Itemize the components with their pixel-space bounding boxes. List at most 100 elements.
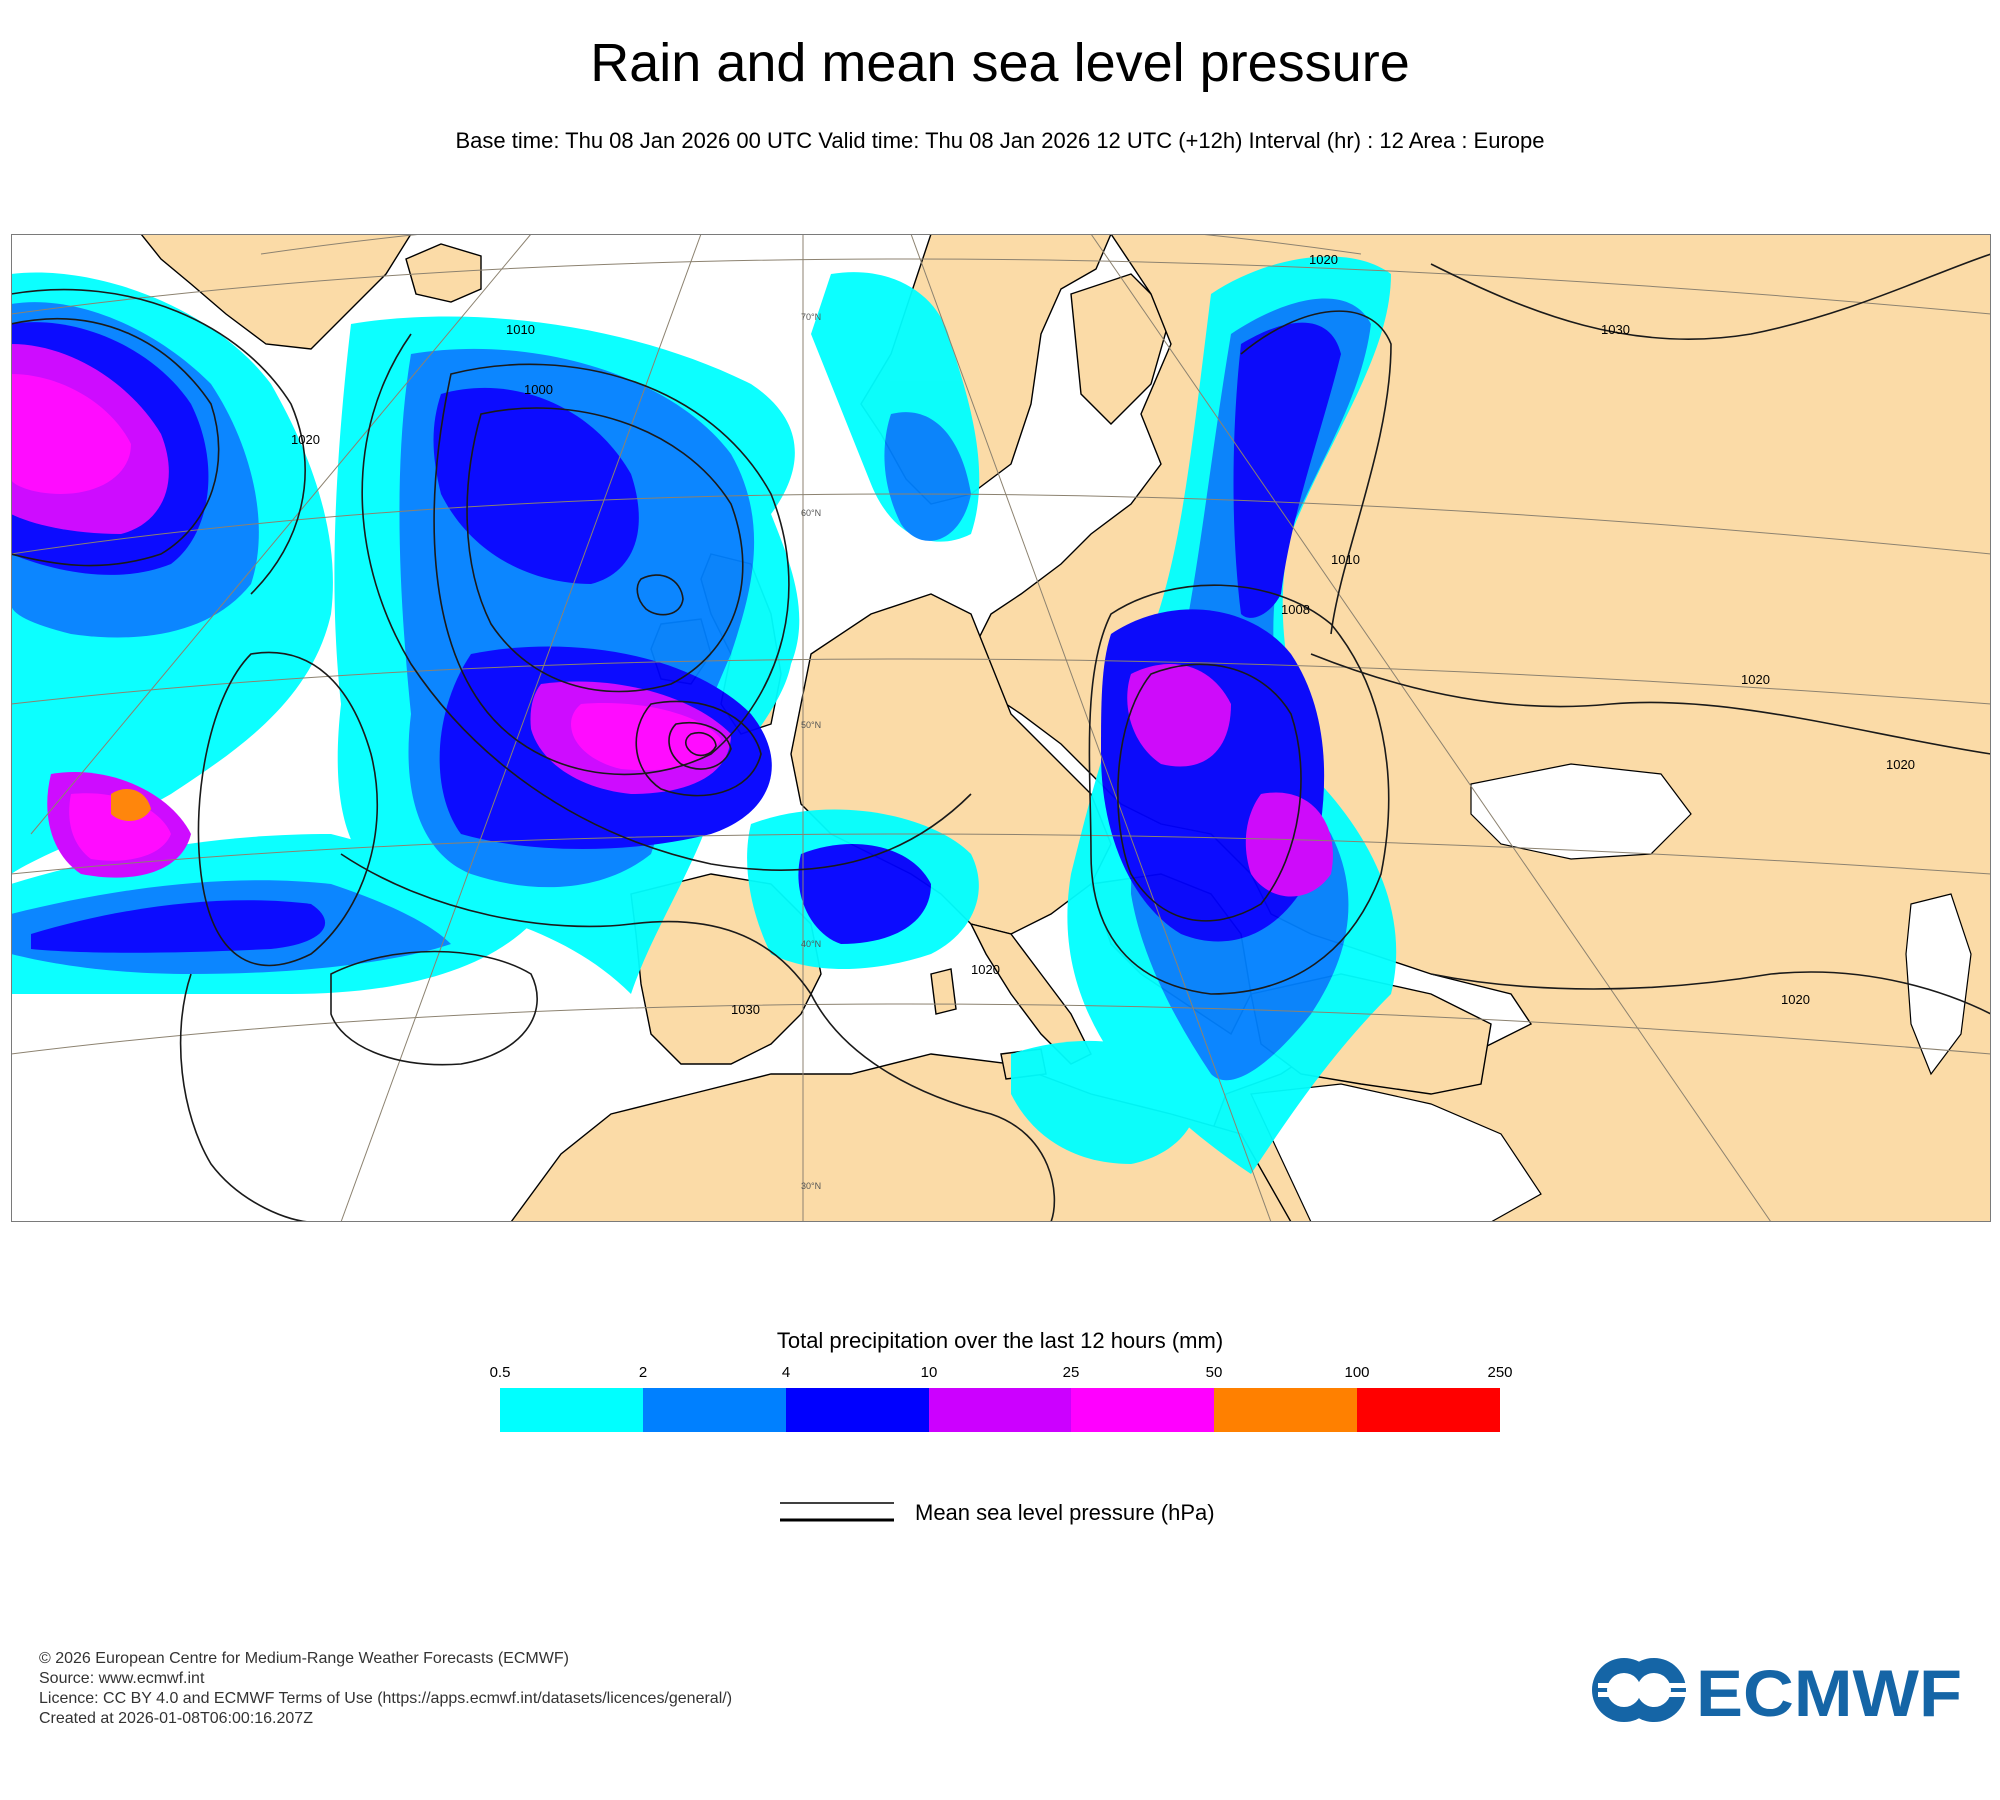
isobar-label-1020-b: 1020 [971, 962, 1000, 977]
isobar-label-1020-a: 1020 [291, 432, 320, 447]
greenland-land [140, 234, 412, 350]
precip-heavy-atlantic-north [433, 387, 639, 584]
colorbar-tick-10: 10 [920, 1364, 938, 1381]
isobar-label-1010-b: 1010 [1331, 552, 1360, 567]
iceland-land [405, 243, 482, 303]
isobar-biscay-low-inner [684, 731, 717, 757]
black-sea [1470, 763, 1692, 860]
precip-heavy-atlantic-band [31, 900, 326, 953]
chart-subtitle: Base time: Thu 08 Jan 2026 00 UTC Valid … [455, 128, 1545, 153]
caspian-sea [1905, 893, 1972, 1076]
precipitation-map: 70°N 60°N 50°N 40°N 30°N 1000 1010 1020 … [11, 234, 1991, 1222]
isobar-label-1030-a: 1030 [731, 1002, 760, 1017]
isobar-biscay-low-2 [668, 722, 732, 770]
isobar-legend-symbol [780, 1502, 894, 1522]
lat-line-50 [11, 493, 1991, 555]
lat-label-40: 40°N [801, 939, 821, 949]
lat-line-40 [11, 658, 1991, 705]
isobar-label-1020-c: 1020 [1309, 252, 1338, 267]
colorbar-bin-5 [1214, 1388, 1358, 1432]
isobar-atlantic-low-1 [433, 363, 790, 776]
legend-title: Total precipitation over the last 12 hou… [776, 1328, 1224, 1353]
ecmwf-logo-icon-cutouts [1598, 1673, 1688, 1707]
isobar-atlantic-low-inner [636, 574, 684, 616]
isobar-east-1020 [1310, 653, 1991, 755]
footer: © 2026 European Centre for Medium-Range … [39, 1649, 732, 1729]
colorbar-bin-0 [500, 1388, 643, 1432]
isobar-central-low [1088, 584, 1390, 995]
chart-title: Rain and mean sea level pressure [590, 33, 1410, 93]
colorbar-bin-2 [785, 1388, 929, 1432]
precip-heavy-eastern-band [1233, 322, 1341, 618]
lat-label-50: 50°N [801, 720, 821, 730]
colorbar-tick-2: 2 [638, 1364, 648, 1381]
footer-licence: Licence: CC BY 4.0 and ECMWF Terms of Us… [39, 1690, 733, 1707]
isobar-label-1020-d: 1020 [1741, 672, 1770, 687]
precip-very-heavy-central [1127, 664, 1231, 767]
lat-line-60 [11, 258, 1991, 315]
map-frame [11, 234, 1991, 1222]
isobar-iberia-1020 [340, 853, 1056, 1222]
isobars [11, 253, 1991, 1222]
latitude-labels: 70°N 60°N 50°N 40°N 30°N [801, 312, 821, 1191]
lat-label-60: 60°N [801, 508, 821, 518]
colorbar-tick-4: 4 [781, 1364, 791, 1381]
graticule [11, 234, 1991, 1222]
precip-very-heavy-balkans [1245, 792, 1333, 897]
lon-line-w40 [30, 234, 532, 835]
footer-source: Source: www.ecmwf.int [39, 1670, 205, 1687]
lat-line-20 [11, 1003, 1991, 1055]
isobar-label-1020-e: 1020 [1886, 757, 1915, 772]
isobar-atlantic-trough [361, 333, 972, 871]
precip-heavy-biscay [798, 844, 931, 944]
isobar-label-1010-a: 1010 [506, 322, 535, 337]
lat-line-30 [11, 833, 1991, 875]
isobar-central-low-2 [1117, 663, 1302, 922]
colorbar-tick-25: 25 [1062, 1364, 1080, 1381]
finland-land [1070, 273, 1172, 425]
isobar-labels: 1000 1010 1020 1030 1020 1008 1010 1020 … [291, 252, 1915, 1017]
isobar-southern-1030 [179, 973, 312, 1222]
isobar-atlantic-low-2 [466, 407, 744, 693]
lat-label-70: 70°N [801, 312, 821, 322]
inland-seas [1250, 763, 1972, 1222]
colorbar-tick-0.5: 0.5 [489, 1364, 511, 1381]
lon-line-e20 [910, 234, 1272, 1222]
lat-label-30: 30°N [801, 1181, 821, 1191]
lon-line-e40 [1090, 234, 1772, 1222]
precip-peak-orange [111, 789, 151, 821]
isobar-north-atlantic [11, 318, 220, 567]
precip-moderate-scandinavia [884, 412, 971, 541]
lon-line-w20 [340, 234, 702, 1222]
colorbar-bin-4 [1071, 1388, 1215, 1432]
sardinia-land [930, 968, 957, 1015]
footer-copyright: © 2026 European Centre for Medium-Range … [39, 1650, 569, 1667]
isobar-eastern-1010 [1240, 310, 1392, 635]
footer-created: Created at 2026-01-08T06:00:16.207Z [39, 1710, 313, 1727]
isobar-label-1030-b: 1030 [1601, 322, 1630, 337]
mediterranean-east-sea [1250, 1083, 1542, 1222]
isobar-legend-label: Mean sea level pressure (hPa) [915, 1500, 1215, 1525]
colorbar-bin-6 [1357, 1388, 1501, 1432]
isobar-label-1020-f: 1020 [1781, 992, 1810, 1007]
colorbar-bin-3 [928, 1388, 1072, 1432]
precip-light-central-med [1011, 1040, 1198, 1164]
precipitation-shading [11, 256, 1397, 1175]
isobar-north-atlantic-2 [11, 288, 306, 595]
colorbar-tick-250: 250 [1487, 1364, 1513, 1381]
isobar-label-1008: 1008 [1281, 602, 1310, 617]
precip-extreme-north [11, 374, 131, 494]
isobar-azores-high [197, 651, 378, 967]
ecmwf-logo-text: ECMWF [1696, 1656, 1962, 1724]
isobar-siberia-1030 [1430, 253, 1991, 340]
colorbar-tick-100: 100 [1344, 1364, 1370, 1381]
colorbar-bin-1 [642, 1388, 786, 1432]
precipitation-colorbar [500, 1388, 1501, 1432]
ecmwf-logo: ECMWF [1592, 1656, 1962, 1724]
precip-extreme-atlantic-low [571, 703, 721, 771]
isobar-azores-inner [330, 950, 538, 1066]
isobar-label-1000: 1000 [524, 382, 553, 397]
colorbar-tick-50: 50 [1205, 1364, 1223, 1381]
isobar-southeast-1020 [1430, 971, 1991, 1015]
isobar-biscay-low-1 [635, 700, 762, 797]
